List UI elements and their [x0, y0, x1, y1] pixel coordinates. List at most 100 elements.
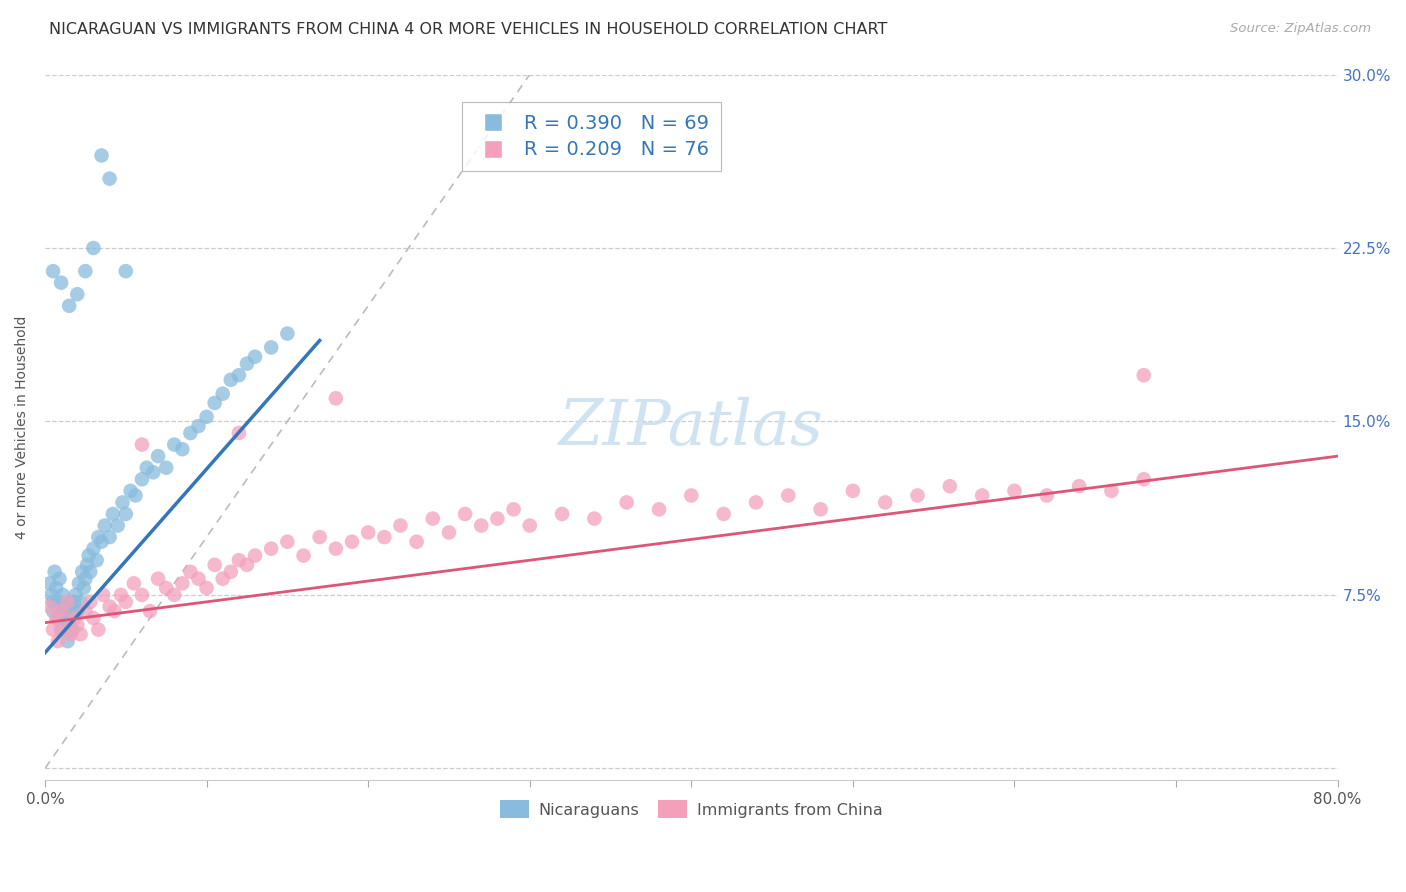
Point [131, 437, 153, 451]
Point [75, 264, 97, 278]
Point [972, 488, 994, 502]
Point [58, 299, 80, 313]
Point [389, 518, 412, 533]
Point [155, 581, 177, 595]
Point [94, 518, 117, 533]
Point [325, 392, 347, 406]
Point [59, 604, 82, 618]
Point [107, 518, 129, 533]
Point [583, 511, 606, 525]
Point [842, 483, 865, 498]
Point [82, 611, 104, 625]
Point [65, 588, 87, 602]
Point [325, 541, 347, 556]
Point [114, 595, 136, 609]
Point [204, 396, 226, 410]
Point [73, 581, 96, 595]
Point [373, 530, 395, 544]
Point [66, 604, 89, 618]
Point [219, 565, 242, 579]
Point [56, 595, 79, 609]
Point [422, 511, 444, 525]
Point [292, 549, 315, 563]
Point [42, 595, 65, 609]
Point [454, 507, 477, 521]
Legend: Nicaraguans, Immigrants from China: Nicaraguans, Immigrants from China [494, 794, 889, 825]
Point [211, 572, 233, 586]
Point [155, 460, 177, 475]
Point [76, 558, 98, 572]
Point [70, 565, 93, 579]
Point [228, 425, 250, 440]
Point [713, 507, 735, 521]
Point [243, 549, 266, 563]
Point [86, 553, 108, 567]
Point [46, 595, 69, 609]
Point [1069, 479, 1091, 493]
Point [146, 449, 169, 463]
Point [340, 534, 363, 549]
Point [58, 595, 80, 609]
Point [98, 599, 121, 614]
Point [58, 618, 80, 632]
Point [63, 595, 86, 609]
Y-axis label: 4 or more Vehicles in Household: 4 or more Vehicles in Household [15, 316, 30, 539]
Point [519, 518, 541, 533]
Point [49, 276, 72, 290]
Point [46, 611, 69, 625]
Point [53, 623, 76, 637]
Point [42, 604, 65, 618]
Point [82, 241, 104, 255]
Point [1132, 472, 1154, 486]
Point [111, 495, 134, 509]
Point [103, 604, 125, 618]
Point [66, 287, 89, 301]
Point [49, 623, 72, 637]
Point [681, 488, 703, 502]
Point [87, 623, 110, 637]
Point [163, 588, 186, 602]
Point [437, 525, 460, 540]
Point [778, 488, 800, 502]
Point [139, 604, 162, 618]
Point [502, 502, 524, 516]
Point [1004, 483, 1026, 498]
Text: ZIPatlas: ZIPatlas [560, 396, 824, 458]
Point [98, 171, 121, 186]
Point [1036, 488, 1059, 502]
Point [486, 511, 509, 525]
Point [120, 483, 142, 498]
Point [38, 599, 60, 614]
Point [91, 588, 114, 602]
Point [1099, 483, 1122, 498]
Point [67, 576, 90, 591]
Point [146, 572, 169, 586]
Point [42, 623, 65, 637]
Point [66, 618, 89, 632]
Point [131, 588, 153, 602]
Point [82, 541, 104, 556]
Point [46, 634, 69, 648]
Point [195, 409, 218, 424]
Point [110, 588, 132, 602]
Point [90, 534, 112, 549]
Point [551, 507, 574, 521]
Point [48, 572, 70, 586]
Point [236, 558, 259, 572]
Point [195, 581, 218, 595]
Point [62, 623, 84, 637]
Point [114, 264, 136, 278]
Point [405, 534, 427, 549]
Point [1132, 368, 1154, 383]
Point [42, 264, 65, 278]
Point [75, 604, 97, 618]
Point [41, 588, 63, 602]
Point [204, 558, 226, 572]
Point [179, 425, 201, 440]
Point [44, 565, 66, 579]
Point [69, 595, 91, 609]
Point [56, 634, 79, 648]
Point [172, 442, 194, 457]
Point [135, 460, 157, 475]
Point [308, 530, 330, 544]
